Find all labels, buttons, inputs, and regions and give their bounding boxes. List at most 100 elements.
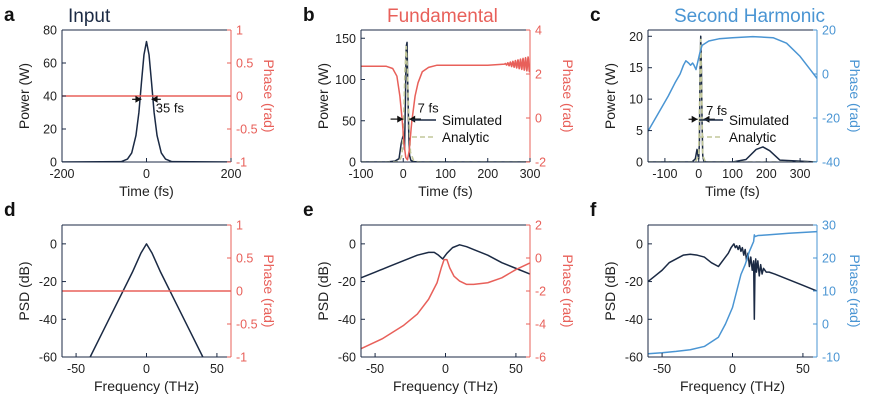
panel-title: Second Harmonic <box>674 6 825 27</box>
y-tick-label: 0 <box>636 156 643 170</box>
y-tick-label: -40 <box>338 313 356 327</box>
y2-axis-label: Phase (rad) <box>261 254 277 327</box>
phase-line-b <box>361 56 530 161</box>
y-tick-label: 50 <box>342 114 356 128</box>
y-axis-label: Power (W) <box>16 63 32 129</box>
x-axis-label: Frequency (THz) <box>393 378 498 394</box>
y-axis-label: PSD (dB) <box>16 261 32 320</box>
x-axis-label: Frequency (THz) <box>94 378 199 394</box>
y2-tick-label: 1 <box>236 24 243 38</box>
y2-tick-label: -1 <box>236 351 247 365</box>
legend-label: Simulated <box>442 113 502 128</box>
y2-tick-label: -20 <box>822 112 840 126</box>
x-tick-label: -50 <box>67 362 85 376</box>
x-axis-label: Time (fs) <box>119 183 174 199</box>
x-axis-label: Time (fs) <box>705 183 760 199</box>
y2-tick-label: 20 <box>822 24 836 38</box>
series-group <box>62 40 231 162</box>
y-axis-label: PSD (dB) <box>602 261 618 320</box>
y2-tick-label: -1 <box>236 156 247 170</box>
y2-tick-label: 0 <box>535 112 542 126</box>
legend-label: Analytic <box>729 130 777 145</box>
y-tick-label: 5 <box>636 124 643 138</box>
legend-label: Simulated <box>729 113 789 128</box>
series-group <box>361 244 530 350</box>
panel-letter: e <box>303 200 314 221</box>
panel-letter: f <box>590 200 597 221</box>
y2-tick-label: 10 <box>822 285 836 299</box>
power-line-f <box>648 243 817 321</box>
y-tick-label: 80 <box>43 24 57 38</box>
y2-tick-label: -0.5 <box>236 318 258 332</box>
y-tick-label: -40 <box>39 313 57 327</box>
pulse-width-label: 7 fs <box>706 103 727 118</box>
x-tick-label: 0 <box>729 362 736 376</box>
y2-tick-label: 20 <box>822 252 836 266</box>
x-tick-label: 0 <box>143 362 150 376</box>
y-tick-label: 20 <box>43 123 57 137</box>
y-tick-label: -20 <box>39 275 57 289</box>
y2-tick-label: -6 <box>535 351 546 365</box>
y-tick-label: -60 <box>39 351 57 365</box>
y2-tick-label: 0 <box>535 252 542 266</box>
series-group <box>648 230 817 355</box>
power-line-a <box>62 40 231 162</box>
y2-tick-label: 0 <box>822 68 829 82</box>
y-tick-label: -40 <box>625 313 643 327</box>
x-tick-label: -50 <box>366 362 384 376</box>
power-line-d <box>89 243 204 357</box>
y-tick-label: 10 <box>629 93 643 107</box>
y-axis-label: PSD (dB) <box>315 261 331 320</box>
y-tick-label: 0 <box>50 237 57 251</box>
y-tick-label: 0 <box>349 237 356 251</box>
y2-tick-label: -2 <box>535 156 546 170</box>
y2-axis-label: Phase (rad) <box>560 254 576 327</box>
panel-c: -100 0 100 200 300 0 5 10 15 20 -40 -20 0 20 Time (fs)… <box>590 5 863 199</box>
y-axis-label: Power (W) <box>602 63 618 129</box>
phase-line-f <box>648 230 817 355</box>
y-tick-label: 150 <box>335 32 356 46</box>
y2-axis-label: Phase (rad) <box>560 59 576 132</box>
y2-tick-label: 4 <box>535 24 542 38</box>
x-tick-label: 300 <box>790 167 811 181</box>
x-tick-label: 50 <box>210 362 224 376</box>
x-tick-label: -50 <box>653 362 671 376</box>
x-tick-label: 300 <box>520 167 541 181</box>
y2-tick-label: -10 <box>822 351 840 365</box>
y-tick-label: 20 <box>629 30 643 44</box>
y2-tick-label: -40 <box>822 156 840 170</box>
y-tick-label: 0 <box>636 237 643 251</box>
series-group <box>648 35 817 162</box>
x-tick-label: 200 <box>477 167 498 181</box>
x-tick-label: 50 <box>796 362 810 376</box>
pulse-width-label: 35 fs <box>156 101 185 116</box>
y2-tick-label: 2 <box>535 219 542 233</box>
y2-tick-label: -0.5 <box>236 123 258 137</box>
power-line-c <box>648 35 817 162</box>
y2-tick-label: 0 <box>236 90 243 104</box>
x-tick-label: 100 <box>722 167 743 181</box>
y2-tick-label: 30 <box>822 219 836 233</box>
y-tick-label: 100 <box>335 73 356 87</box>
x-axis-label: Time (fs) <box>418 183 473 199</box>
y2-tick-label: 1 <box>236 219 243 233</box>
arrow-head <box>151 95 158 103</box>
y2-tick-label: 0 <box>822 318 829 332</box>
y-tick-label: 60 <box>43 57 57 71</box>
arrow-head <box>397 115 404 123</box>
y2-tick-label: 0 <box>236 285 243 299</box>
x-tick-label: 50 <box>509 362 523 376</box>
y-tick-label: 0 <box>349 156 356 170</box>
y2-axis-label: Phase (rad) <box>261 59 277 132</box>
y-tick-label: -60 <box>625 351 643 365</box>
arrow-head <box>691 115 698 123</box>
panel-title: Fundamental <box>387 6 498 27</box>
pulse-width-label: 7 fs <box>418 101 439 116</box>
legend-label: Analytic <box>442 130 490 145</box>
y-tick-label: -20 <box>625 275 643 289</box>
y2-tick-label: 2 <box>535 68 542 82</box>
y-tick-label: 0 <box>50 156 57 170</box>
